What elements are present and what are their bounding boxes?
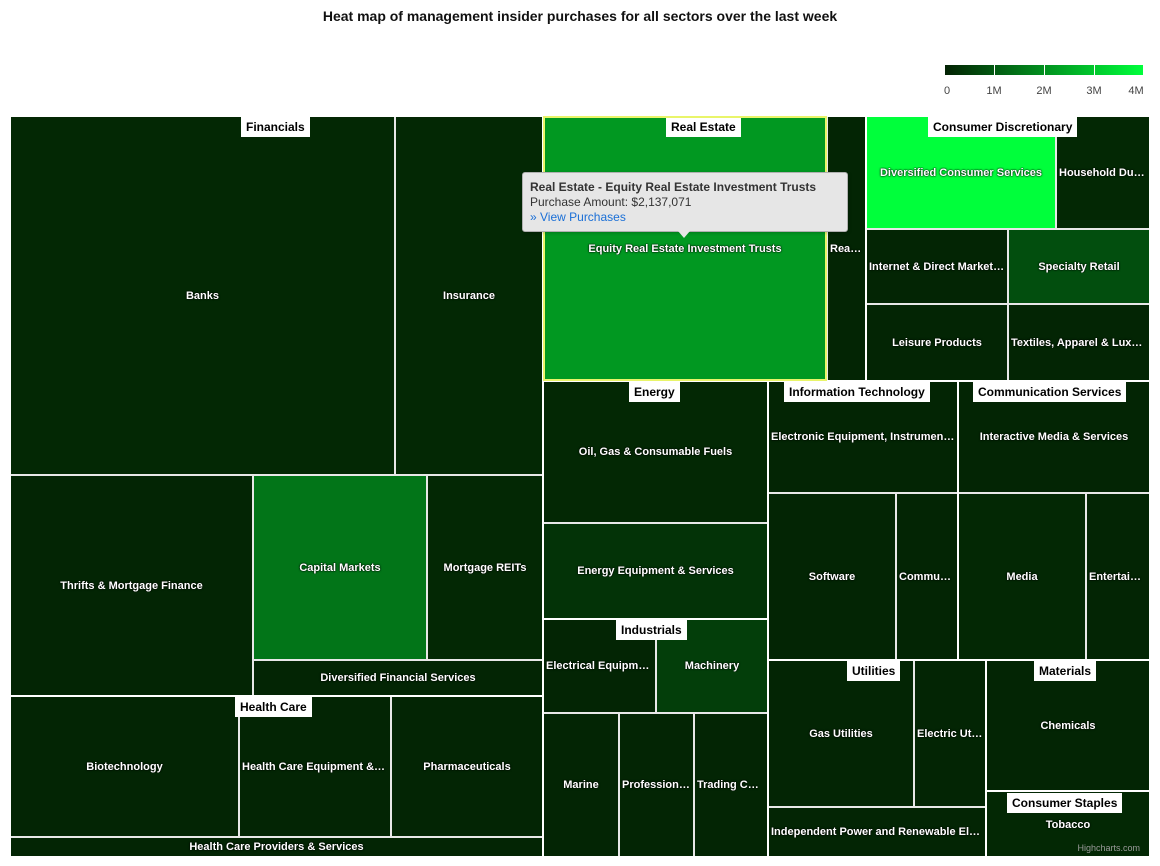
- legend-tick-label: 0: [943, 85, 951, 97]
- treemap-cell-label: Professional Services: [622, 779, 693, 791]
- treemap-cell-label: Oil, Gas & Consumable Fuels: [578, 446, 733, 458]
- tooltip-title: Real Estate - Equity Real Estate Investm…: [530, 180, 817, 194]
- sector-label[interactable]: Utilities: [847, 661, 901, 681]
- treemap-cell-label: Software: [808, 570, 856, 583]
- treemap-cell[interactable]: Health Care Providers & Services: [10, 837, 543, 857]
- treemap-cell[interactable]: Trading Companies & Distributors: [694, 713, 768, 857]
- sector-label[interactable]: Information Technology: [784, 382, 930, 402]
- legend-tick-label: 4M: [1128, 85, 1144, 97]
- treemap-cell[interactable]: Entertainment: [1086, 493, 1150, 660]
- sector-label[interactable]: Materials: [1034, 661, 1097, 681]
- treemap-cell-label: Gas Utilities: [809, 727, 873, 740]
- treemap-cell-label: Equity Real Estate Investment Trusts: [588, 242, 782, 255]
- treemap-cell-label: Trading Companies & Distributors: [697, 779, 767, 791]
- treemap-cell-label: Interactive Media & Services: [979, 431, 1129, 443]
- treemap-cell[interactable]: Health Care Equipment & Supplies: [239, 696, 391, 837]
- treemap-cell-label: Entertainment: [1089, 570, 1149, 583]
- sector-label[interactable]: Financials: [241, 117, 310, 137]
- treemap-cell-label: Diversified Financial Services: [320, 672, 476, 684]
- treemap-cell[interactable]: Banks: [10, 116, 395, 475]
- sector-label[interactable]: Energy: [629, 382, 680, 402]
- treemap-cell-label: Capital Markets: [299, 561, 381, 574]
- treemap-cell[interactable]: Gas Utilities: [768, 660, 914, 807]
- treemap-cell-label: Chemicals: [1040, 719, 1096, 732]
- treemap-cell-label: Internet & Direct Marketing Retail: [869, 260, 1007, 273]
- treemap-cell[interactable]: Thrifts & Mortgage Finance: [10, 475, 253, 696]
- treemap-cell[interactable]: Leisure Products: [866, 304, 1008, 381]
- treemap-cell[interactable]: Independent Power and Renewable Electric…: [768, 807, 986, 857]
- sector-label[interactable]: Communication Services: [973, 382, 1127, 402]
- treemap-cell-label: Electronic Equipment, Instruments & Comp…: [771, 431, 957, 443]
- treemap-cell-label: Machinery: [684, 660, 740, 672]
- treemap-cell[interactable]: Professional Services: [619, 713, 694, 857]
- treemap-cell[interactable]: Oil, Gas & Consumable Fuels: [543, 381, 768, 523]
- sector-label[interactable]: Industrials: [616, 620, 687, 640]
- treemap-cell[interactable]: Specialty Retail: [1008, 229, 1150, 304]
- view-purchases-link[interactable]: » View Purchases: [530, 210, 626, 224]
- treemap-cell[interactable]: Real Estate Management & Development: [827, 116, 866, 381]
- treemap-cell[interactable]: Mortgage REITs: [427, 475, 543, 660]
- treemap-cell-label: Marine: [563, 779, 599, 791]
- treemap-cell-label: Pharmaceuticals: [423, 760, 511, 773]
- treemap-cell-label: Banks: [185, 289, 220, 302]
- tooltip-purchase-amount: Purchase Amount: $2,137,071: [530, 195, 692, 209]
- treemap-cell-label: Specialty Retail: [1038, 260, 1120, 273]
- treemap-cell-label: Real Estate Management & Development: [830, 242, 865, 255]
- treemap-cell[interactable]: Biotechnology: [10, 696, 239, 837]
- treemap-cell-label: Household Durables: [1059, 166, 1149, 179]
- treemap-cell-label: Communications Equipment: [899, 570, 957, 583]
- treemap-cell[interactable]: Textiles, Apparel & Luxury Goods: [1008, 304, 1150, 381]
- treemap-cell[interactable]: Marine: [543, 713, 619, 857]
- treemap-cell-label: Thrifts & Mortgage Finance: [60, 579, 203, 592]
- treemap-cell[interactable]: Equity Real Estate Investment Trusts: [543, 116, 827, 381]
- sector-label[interactable]: Consumer Discretionary: [928, 117, 1078, 137]
- legend-tick-label: 1M: [986, 85, 1002, 97]
- treemap-cell-label: Mortgage REITs: [443, 561, 527, 574]
- treemap-cell-label: Tobacco: [1045, 819, 1091, 832]
- legend-tick-label: 2M: [1036, 85, 1052, 97]
- treemap-cell-label: Electric Utilities: [917, 727, 985, 740]
- treemap-cell[interactable]: Insurance: [395, 116, 543, 475]
- treemap-cell-label: Leisure Products: [892, 336, 982, 349]
- treemap-cell-label: Biotechnology: [86, 760, 163, 773]
- treemap-cell-label: Insurance: [443, 289, 495, 302]
- chart-title: Heat map of management insider purchases…: [322, 8, 838, 24]
- treemap-cell[interactable]: Chemicals: [986, 660, 1150, 791]
- treemap-cell[interactable]: Energy Equipment & Services: [543, 523, 768, 619]
- treemap-cell-label: Diversified Consumer Services: [879, 166, 1043, 179]
- treemap-cell[interactable]: Pharmaceuticals: [391, 696, 543, 837]
- treemap-cell[interactable]: Electric Utilities: [914, 660, 986, 807]
- sector-label[interactable]: Health Care: [235, 697, 312, 717]
- legend-tick: [1044, 64, 1045, 76]
- treemap-cell-label: Independent Power and Renewable Electric…: [771, 826, 985, 838]
- treemap-cell-label: Media: [1006, 570, 1038, 583]
- tooltip: Real Estate - Equity Real Estate Investm…: [522, 172, 848, 232]
- legend-tick-label: 3M: [1086, 85, 1102, 97]
- treemap-cell[interactable]: Communications Equipment: [896, 493, 958, 660]
- legend-tick: [1094, 64, 1095, 76]
- sector-label[interactable]: Real Estate: [666, 117, 741, 137]
- treemap-cell[interactable]: Internet & Direct Marketing Retail: [866, 229, 1008, 304]
- treemap-cell[interactable]: Capital Markets: [253, 475, 427, 660]
- credits-link[interactable]: Highcharts.com: [1077, 843, 1140, 853]
- treemap-cell-label: Textiles, Apparel & Luxury Goods: [1011, 336, 1149, 349]
- treemap-cell[interactable]: Diversified Financial Services: [253, 660, 543, 696]
- treemap-cell-label: Energy Equipment & Services: [577, 565, 734, 577]
- treemap-cell[interactable]: Media: [958, 493, 1086, 660]
- treemap-cell[interactable]: Software: [768, 493, 896, 660]
- treemap-cell-label: Electrical Equipment: [546, 660, 655, 672]
- legend-tick: [994, 64, 995, 76]
- color-legend: 0 1M 2M 3M 4M: [944, 64, 1144, 104]
- tooltip-arrow: [678, 231, 690, 238]
- treemap-cell-label: Health Care Equipment & Supplies: [242, 760, 390, 773]
- sector-label[interactable]: Consumer Staples: [1007, 793, 1123, 813]
- treemap-cell-label: Health Care Providers & Services: [189, 841, 364, 853]
